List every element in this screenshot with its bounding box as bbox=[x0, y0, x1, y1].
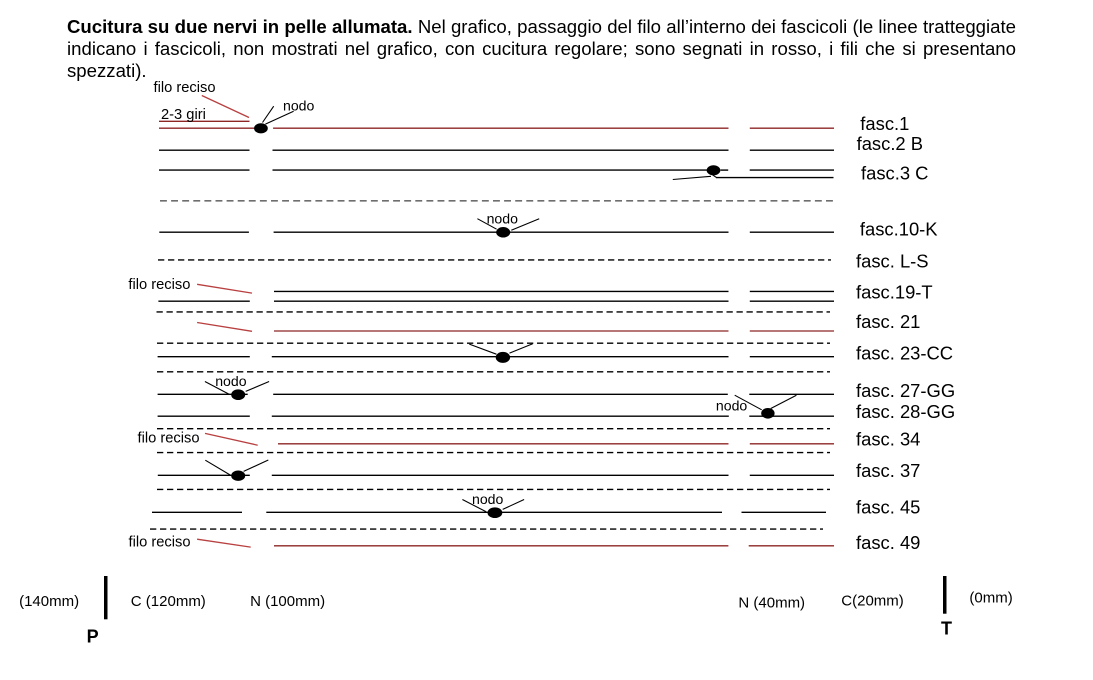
svg-text:C (120mm): C (120mm) bbox=[131, 593, 206, 610]
svg-text:2-3 giri: 2-3 giri bbox=[161, 107, 206, 123]
svg-text:filo reciso: filo reciso bbox=[138, 431, 200, 447]
svg-text:fasc.10-K: fasc.10-K bbox=[860, 219, 938, 240]
svg-text:filo reciso: filo reciso bbox=[154, 80, 216, 96]
svg-text:nodo: nodo bbox=[215, 373, 247, 389]
svg-text:fasc.1: fasc.1 bbox=[860, 113, 909, 134]
svg-text:fasc. 27-GG: fasc. 27-GG bbox=[856, 380, 955, 401]
svg-text:fasc. 21: fasc. 21 bbox=[856, 311, 920, 332]
svg-text:fasc. 28-GG: fasc. 28-GG bbox=[856, 401, 955, 422]
svg-text:nodo: nodo bbox=[487, 210, 519, 226]
svg-text:fasc.2 B: fasc.2 B bbox=[857, 133, 923, 154]
svg-text:nodo: nodo bbox=[472, 491, 504, 507]
svg-text:fasc. 23-CC: fasc. 23-CC bbox=[856, 343, 953, 364]
svg-text:nodo: nodo bbox=[716, 398, 748, 414]
svg-text:(0mm): (0mm) bbox=[969, 590, 1012, 607]
svg-text:fasc. 34: fasc. 34 bbox=[856, 429, 920, 450]
svg-text:fasc.19-T: fasc.19-T bbox=[856, 282, 933, 303]
svg-text:(140mm): (140mm) bbox=[19, 593, 79, 610]
svg-text:N (100mm): N (100mm) bbox=[250, 593, 325, 610]
svg-text:C(20mm): C(20mm) bbox=[841, 592, 904, 609]
svg-text:fasc.3 C: fasc.3 C bbox=[861, 162, 928, 183]
svg-text:fasc. 49: fasc. 49 bbox=[856, 532, 920, 553]
svg-text:filo reciso: filo reciso bbox=[128, 277, 190, 293]
svg-text:fasc. L-S: fasc. L-S bbox=[856, 251, 929, 272]
svg-text:nodo: nodo bbox=[283, 97, 315, 113]
svg-text:N (40mm): N (40mm) bbox=[738, 594, 805, 611]
svg-text:T: T bbox=[941, 619, 952, 639]
svg-text:fasc. 37: fasc. 37 bbox=[856, 460, 920, 481]
svg-text:P: P bbox=[87, 627, 99, 647]
svg-text:fasc. 45: fasc. 45 bbox=[856, 497, 920, 518]
svg-text:filo reciso: filo reciso bbox=[129, 534, 191, 550]
